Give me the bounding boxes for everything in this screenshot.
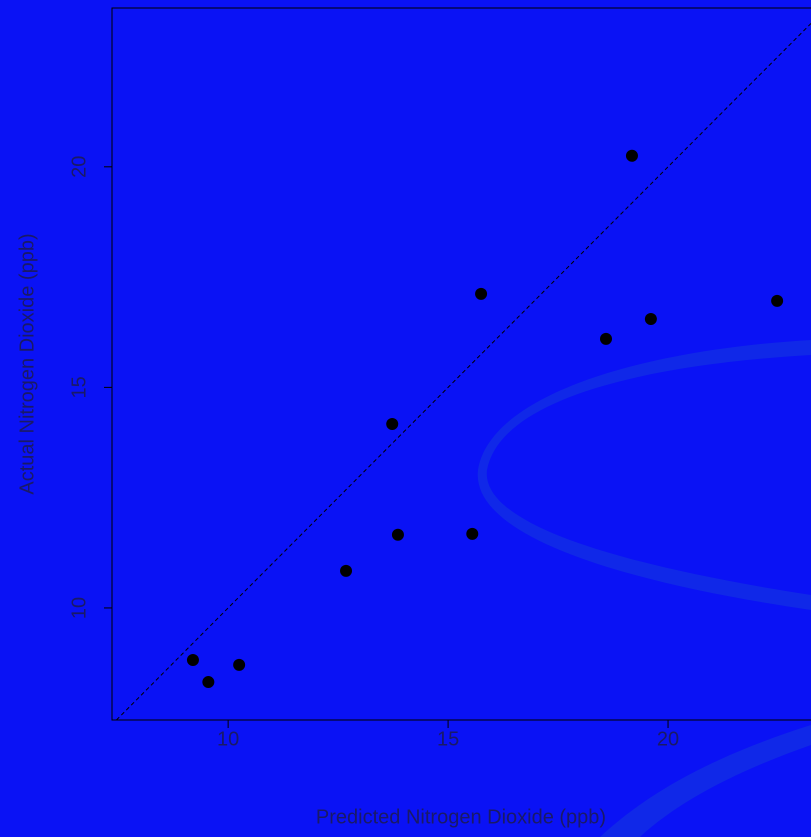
point (600, 332, 613, 345)
reference-line (116, 23, 811, 721)
decoration (477, 340, 811, 610)
point (466, 527, 479, 540)
x-tick-label: 15 (437, 728, 459, 750)
point (475, 287, 488, 300)
point (233, 658, 246, 671)
x-tick-label: 20 (657, 728, 679, 750)
point (340, 564, 353, 577)
y-axis-label: Actual Nitrogen Dioxide (ppb) (16, 233, 38, 494)
y-tick-label: 20 (68, 156, 90, 178)
x-tick-label: 10 (217, 728, 239, 750)
point (391, 528, 404, 541)
y-tick-label: 15 (68, 376, 90, 398)
decoration (600, 725, 811, 837)
y-tick-label: 10 (68, 597, 90, 619)
point (202, 676, 215, 689)
point (771, 294, 784, 307)
point (386, 417, 399, 430)
plot-frame (111, 7, 811, 721)
point (186, 654, 199, 667)
point (644, 313, 657, 326)
point (625, 149, 638, 162)
x-axis-label: Predicted Nitrogen Dioxide (ppb) (316, 806, 606, 828)
